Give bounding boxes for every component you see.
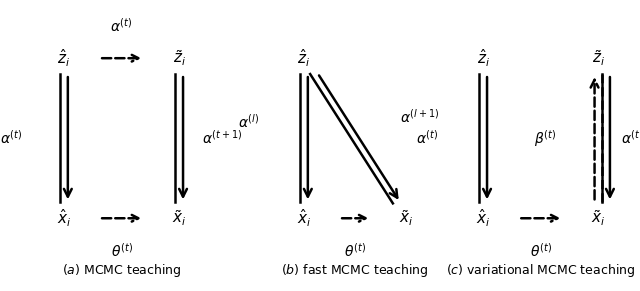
Text: $\theta^{(t)}$: $\theta^{(t)}$ (344, 242, 366, 260)
Text: $\hat{z}_i$: $\hat{z}_i$ (58, 47, 70, 69)
Text: $\tilde{x}_i$: $\tilde{x}_i$ (399, 208, 413, 228)
Text: $\hat{z}_i$: $\hat{z}_i$ (477, 47, 490, 69)
Text: $\beta^{(t)}$: $\beta^{(t)}$ (534, 128, 557, 149)
Text: $(c)$ variational MCMC teaching: $(c)$ variational MCMC teaching (446, 262, 636, 279)
Text: $\alpha^{(t+1)}$: $\alpha^{(t+1)}$ (621, 129, 640, 147)
Text: $(a)$ MCMC teaching: $(a)$ MCMC teaching (61, 262, 182, 279)
Text: $\tilde{z}_i$: $\tilde{z}_i$ (592, 48, 605, 68)
Text: $\hat{x}_i$: $\hat{x}_i$ (476, 207, 490, 229)
Text: $\tilde{x}_i$: $\tilde{x}_i$ (591, 208, 605, 228)
Text: $\alpha^{(l)}$: $\alpha^{(l)}$ (238, 113, 259, 131)
Text: $\alpha^{(t)}$: $\alpha^{(t)}$ (0, 129, 22, 147)
Text: $\hat{x}_i$: $\hat{x}_i$ (57, 207, 71, 229)
Text: $\theta^{(t)}$: $\theta^{(t)}$ (111, 242, 132, 260)
Text: $\tilde{z}_i$: $\tilde{z}_i$ (173, 48, 186, 68)
Text: $\alpha^{(t+1)}$: $\alpha^{(t+1)}$ (202, 129, 242, 147)
Text: $\theta^{(t)}$: $\theta^{(t)}$ (530, 242, 552, 260)
Text: $\alpha^{(t)}$: $\alpha^{(t)}$ (111, 17, 132, 35)
Text: $\alpha^{(l+1)}$: $\alpha^{(l+1)}$ (400, 107, 439, 125)
Text: $\alpha^{(t)}$: $\alpha^{(t)}$ (416, 129, 438, 147)
Text: $(b)$ fast MCMC teaching: $(b)$ fast MCMC teaching (282, 262, 429, 279)
Text: $\hat{z}_i$: $\hat{z}_i$ (298, 47, 310, 69)
Text: $\hat{x}_i$: $\hat{x}_i$ (297, 207, 311, 229)
Text: $\tilde{x}_i$: $\tilde{x}_i$ (172, 208, 186, 228)
